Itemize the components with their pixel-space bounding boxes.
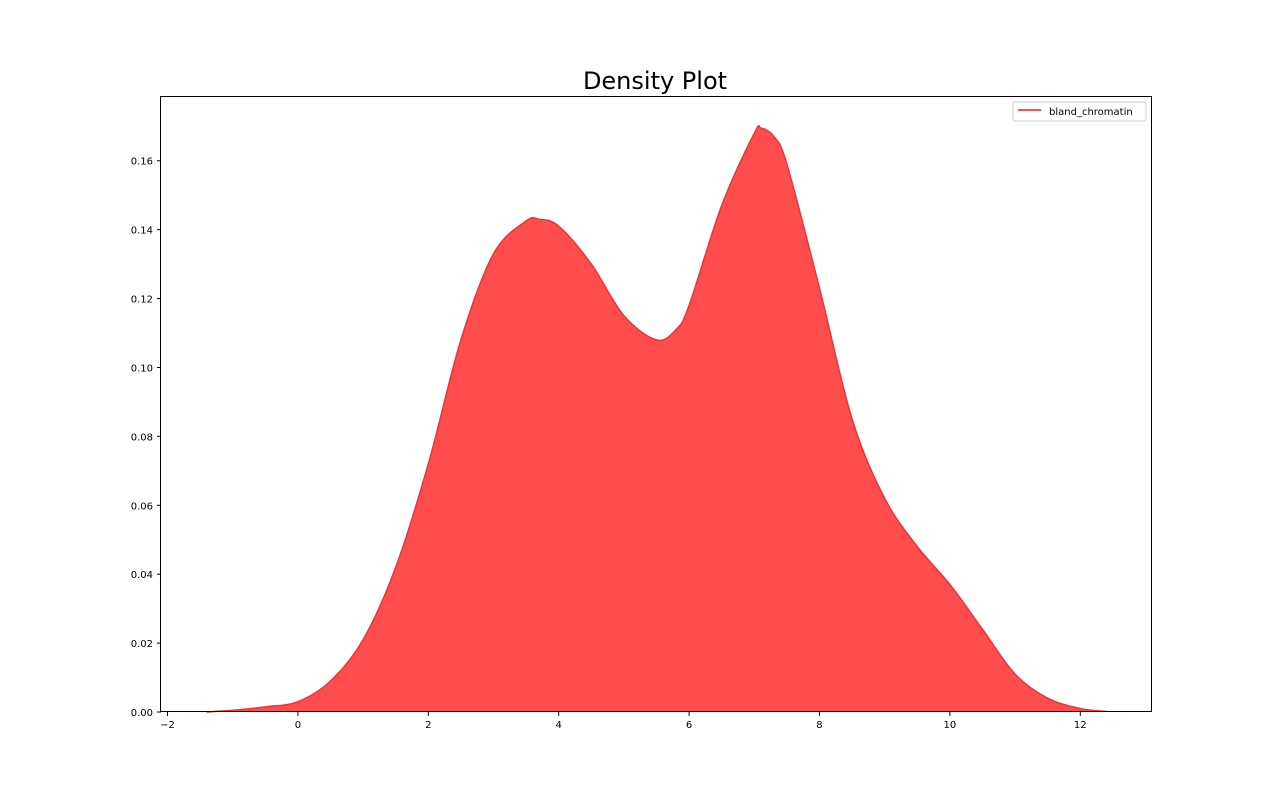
y-axis: 0.00 0.02 0.04 0.06 0.08 0.10 0.12 0.14 0.16 xyxy=(131,157,161,719)
x-tick-label: 12 xyxy=(1074,720,1087,731)
y-tick-label: 0.12 xyxy=(131,295,153,306)
density-area-layer xyxy=(206,124,1107,713)
y-tick-label: 0.14 xyxy=(131,226,153,237)
density-line xyxy=(206,124,1107,713)
legend-label: bland_chromatin xyxy=(1049,107,1133,118)
x-tick-label: 0 xyxy=(295,720,301,731)
y-tick-label: 0.06 xyxy=(131,501,153,512)
y-tick-label: 0.10 xyxy=(131,363,153,374)
legend-box xyxy=(1012,101,1147,122)
x-tick-label: 2 xyxy=(425,720,431,731)
y-tick-label: 0.08 xyxy=(131,432,153,443)
x-tick-label: 10 xyxy=(944,720,957,731)
y-tick-label: 0.04 xyxy=(131,570,153,581)
density-fill xyxy=(206,125,1107,712)
x-axis: −2 0 2 4 6 8 10 12 xyxy=(160,712,1087,731)
y-tick-label: 0.02 xyxy=(131,639,153,650)
x-tick-label: −2 xyxy=(160,720,175,731)
x-tick-label: 4 xyxy=(556,720,562,731)
x-tick-label: 8 xyxy=(816,720,822,731)
y-tick-label: 0.00 xyxy=(131,708,153,719)
legend: bland_chromatin xyxy=(1012,101,1147,122)
plot-frame xyxy=(160,96,1152,712)
x-tick-label: 6 xyxy=(686,720,692,731)
chart-title: Density Plot xyxy=(583,67,727,95)
y-tick-label: 0.16 xyxy=(131,157,153,168)
